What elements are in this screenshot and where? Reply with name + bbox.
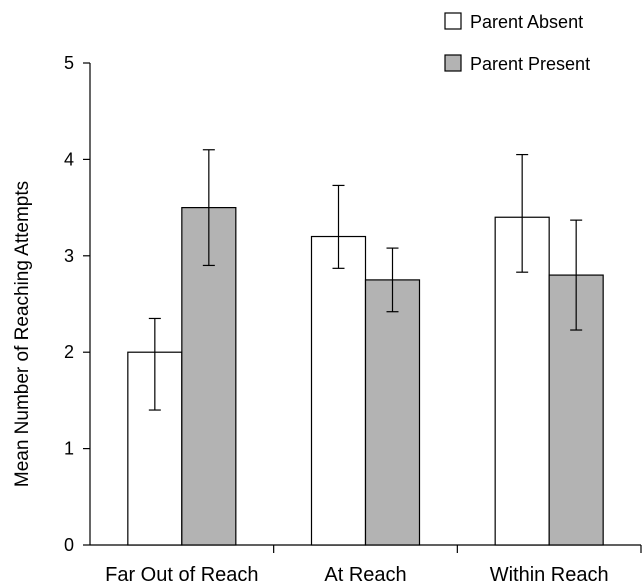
y-tick-label: 0 — [64, 535, 74, 555]
x-category-label: Far Out of Reach — [105, 564, 258, 585]
y-tick-label: 2 — [64, 342, 74, 362]
error-bars — [148, 149, 583, 411]
x-category-label: Within Reach — [490, 564, 609, 585]
y-tick-label: 1 — [64, 439, 74, 459]
legend-swatch — [444, 12, 462, 30]
y-tick-label: 4 — [64, 149, 74, 169]
bars — [127, 207, 604, 546]
y-tick-label: 5 — [64, 53, 74, 73]
legend-label: Parent Present — [470, 54, 590, 74]
bar-parent-absent — [310, 235, 367, 546]
bar-parent-present — [364, 279, 421, 546]
legend: Parent Absent Parent Present — [444, 12, 590, 74]
y-axis-label: Mean Number of Reaching Attempts — [12, 181, 33, 487]
y-tick-label: 3 — [64, 246, 74, 266]
legend-label: Parent Absent — [470, 12, 583, 32]
legend-swatch — [444, 54, 462, 72]
x-category-label: At Reach — [324, 564, 406, 585]
axes: 0 1 2 3 4 5 Far Out of Reach At Reach Within Rea… — [12, 53, 642, 585]
